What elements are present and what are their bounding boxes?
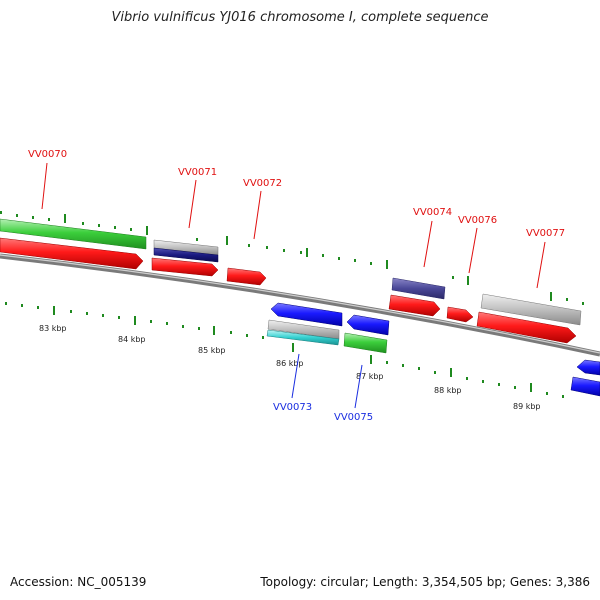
cds-VV0071[interactable] [153,247,219,263]
cds-VV0073[interactable] [270,302,343,327]
label-leaders [41,162,546,409]
reverse-tick-row [5,302,564,398]
gene-VV0077-grey[interactable] [480,293,582,326]
scale-label-84: 84 kbp [118,335,146,344]
gene-label-VV0070[interactable]: VV0070 [28,149,67,160]
scale-label-89: 89 kbp [513,402,541,411]
gene-label-VV0076[interactable]: VV0076 [458,215,497,226]
chromosome-backbone [0,253,600,357]
scale-label-85: 85 kbp [198,346,226,355]
forward-tick-row [0,211,584,305]
gene-label-VV0073[interactable]: VV0073 [273,402,312,413]
gene-label-VV0077[interactable]: VV0077 [526,228,565,239]
map-title: Vibrio vulnificus YJ016 chromosome I, co… [111,10,489,25]
reverse-features [266,302,600,397]
genome-summary-text: Topology: circular; Length: 3,354,505 bp… [260,575,590,589]
cds-VV0077[interactable] [476,311,577,344]
gene-label-VV0074[interactable]: VV0074 [413,207,452,218]
cds-edge-1[interactable] [576,359,600,376]
cds-VV0076[interactable] [446,306,474,323]
accession-text: Accession: NC_005139 [10,575,147,589]
gene-label-VV0071[interactable]: VV0071 [178,167,217,178]
scale-labels: 83 kbp 84 kbp 85 kbp 86 kbp 87 kbp 88 kb… [39,324,541,411]
gene-VV0070-green[interactable] [0,218,147,250]
gene-label-VV0075[interactable]: VV0075 [334,412,373,423]
cds-edge-2[interactable] [570,376,600,397]
scale-label-86: 86 kbp [276,359,304,368]
cds-VV0074[interactable] [388,294,441,317]
scale-label-83: 83 kbp [39,324,67,333]
gene-VV0074-purple[interactable] [391,277,446,300]
gene-VV0073-cyan[interactable] [266,329,340,346]
cds-VV0075[interactable] [346,314,390,336]
gene-label-VV0072[interactable]: VV0072 [243,178,282,189]
scale-label-87: 87 kbp [356,372,384,381]
forward-features [0,218,582,344]
cds-VV0072[interactable] [226,267,267,286]
gene-labels: VV0070 VV0071 VV0072 VV0073 VV0074 VV007… [28,149,565,423]
cds-VV0071b[interactable] [151,257,219,277]
scale-label-88: 88 kbp [434,386,462,395]
cds-VV0070[interactable] [0,237,144,270]
gene-VV0075-green[interactable] [343,332,388,354]
